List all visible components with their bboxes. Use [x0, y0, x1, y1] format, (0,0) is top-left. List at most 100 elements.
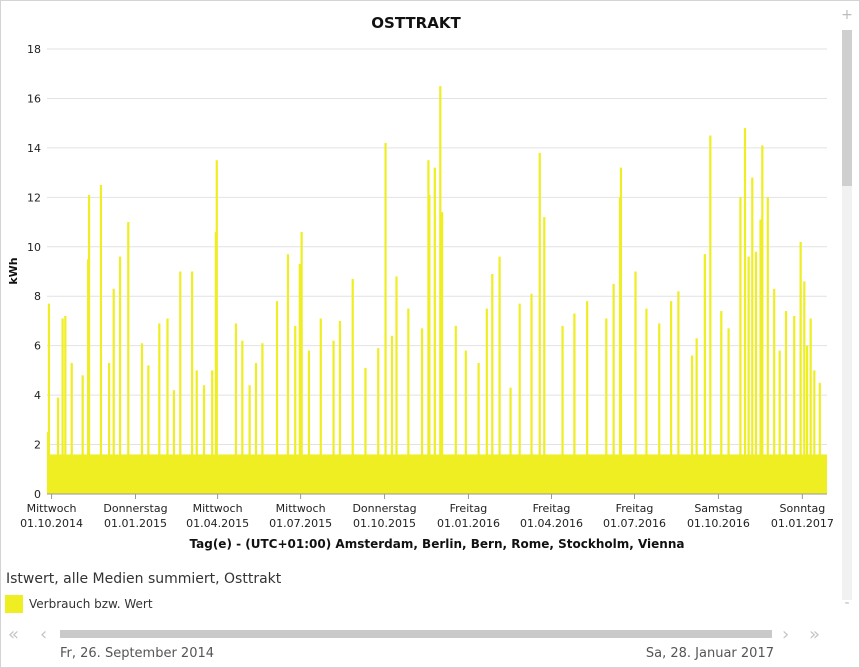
previous-page-icon[interactable]: ‹	[40, 624, 48, 645]
range-start-date: Fr, 26. September 2014	[60, 646, 215, 661]
data-bar	[561, 325, 564, 494]
series-caption: Istwert, alle Medien summiert, Osttrakt	[6, 571, 282, 587]
y-tick-label: 10	[27, 241, 41, 254]
data-bar	[407, 308, 410, 494]
data-bar	[803, 281, 806, 494]
x-tick-day: Mittwoch	[27, 502, 77, 515]
data-bar	[172, 390, 176, 494]
data-bar	[605, 318, 608, 494]
data-bar	[99, 184, 103, 494]
data-bar	[747, 256, 750, 494]
y-axis-label: kWh	[7, 257, 20, 284]
data-bar	[108, 362, 111, 494]
data-bar	[215, 160, 218, 494]
data-bar	[112, 288, 115, 494]
data-bar	[211, 370, 214, 494]
data-bar	[351, 278, 354, 494]
x-tick-day: Sonntag	[780, 502, 826, 515]
data-bar	[395, 276, 398, 494]
data-bar	[118, 256, 122, 494]
legend-swatch	[5, 595, 23, 613]
x-tick-label: 01.10.2015	[353, 517, 416, 530]
data-bar	[147, 365, 150, 494]
data-bar	[384, 142, 387, 494]
vertical-scrollbar[interactable]: + -	[838, 6, 856, 612]
data-bar	[530, 293, 533, 494]
legend-label: Verbrauch bzw. Wert	[29, 597, 153, 611]
data-bar	[420, 328, 424, 494]
y-tick-label: 8	[34, 290, 41, 303]
data-bar	[543, 217, 546, 494]
x-tick-label: 01.01.2015	[104, 517, 167, 530]
x-tick-label: 01.07.2016	[603, 517, 666, 530]
data-bar	[294, 325, 297, 494]
data-bar	[784, 311, 788, 494]
data-bar	[778, 350, 781, 494]
x-tick-day: Donnerstag	[352, 502, 416, 515]
data-bar	[818, 382, 821, 494]
data-bar	[773, 288, 776, 494]
data-bar	[338, 320, 342, 494]
data-bar	[677, 291, 680, 494]
x-tick-label: 01.07.2015	[269, 517, 332, 530]
data-bar	[433, 167, 436, 494]
data-bar	[754, 251, 758, 494]
data-bar	[645, 308, 648, 494]
data-bar	[727, 328, 730, 494]
y-tick-label: 2	[34, 439, 41, 452]
zoom-in-icon[interactable]: +	[841, 7, 853, 23]
y-tick-label: 18	[27, 43, 41, 56]
data-bar	[61, 318, 64, 494]
data-bar	[377, 348, 380, 494]
last-page-icon[interactable]: »	[809, 624, 821, 645]
horizontal-scroll-thumb[interactable]	[60, 630, 772, 638]
data-bar	[319, 318, 322, 494]
x-tick-day: Mittwoch	[193, 502, 243, 515]
data-bar	[202, 385, 206, 494]
data-bar	[70, 362, 73, 494]
next-page-icon[interactable]: ›	[782, 624, 790, 645]
data-bar	[518, 303, 521, 494]
data-bar	[286, 254, 290, 494]
data-bar	[454, 325, 457, 494]
x-tick-day: Freitag	[616, 502, 654, 515]
data-bar	[759, 219, 762, 495]
zoom-out-icon[interactable]: -	[844, 595, 850, 611]
data-bar	[179, 271, 182, 494]
data-bar	[464, 350, 467, 494]
data-bar	[87, 194, 91, 494]
legend[interactable]: Verbrauch bzw. Wert	[5, 595, 153, 613]
data-bar	[298, 264, 301, 494]
data-bar	[491, 273, 494, 494]
data-bar	[254, 362, 258, 494]
data-bar	[275, 301, 279, 494]
data-bar	[390, 335, 394, 494]
data-bar	[670, 301, 673, 494]
data-bar	[166, 318, 169, 494]
data-bar	[612, 283, 615, 494]
data-bar	[81, 375, 84, 494]
data-bar	[793, 316, 796, 494]
x-tick-day: Mittwoch	[276, 502, 326, 515]
y-tick-label: 0	[34, 488, 41, 501]
x-axis-label: Tag(e) - (UTC+01:00) Amsterdam, Berlin, …	[190, 537, 685, 551]
x-tick-day: Donnerstag	[103, 502, 167, 515]
data-bar	[498, 256, 501, 494]
data-bar	[658, 323, 661, 494]
vertical-scroll-thumb[interactable]	[842, 30, 852, 186]
data-bar	[695, 338, 698, 494]
chart-title: OSTTRAKT	[371, 14, 461, 32]
data-bar	[709, 135, 712, 494]
data-bar	[248, 385, 251, 494]
first-page-icon[interactable]: «	[8, 624, 20, 645]
data-bar	[47, 303, 51, 494]
data-bar	[477, 362, 480, 494]
vertical-scroll-track[interactable]	[842, 30, 852, 600]
data-bar	[751, 177, 754, 495]
x-tick-label: 01.04.2016	[520, 517, 583, 530]
data-bar	[766, 197, 769, 495]
data-bar	[619, 167, 623, 494]
x-tick-day: Samstag	[694, 502, 742, 515]
x-tick-label: 01.01.2017	[771, 517, 834, 530]
